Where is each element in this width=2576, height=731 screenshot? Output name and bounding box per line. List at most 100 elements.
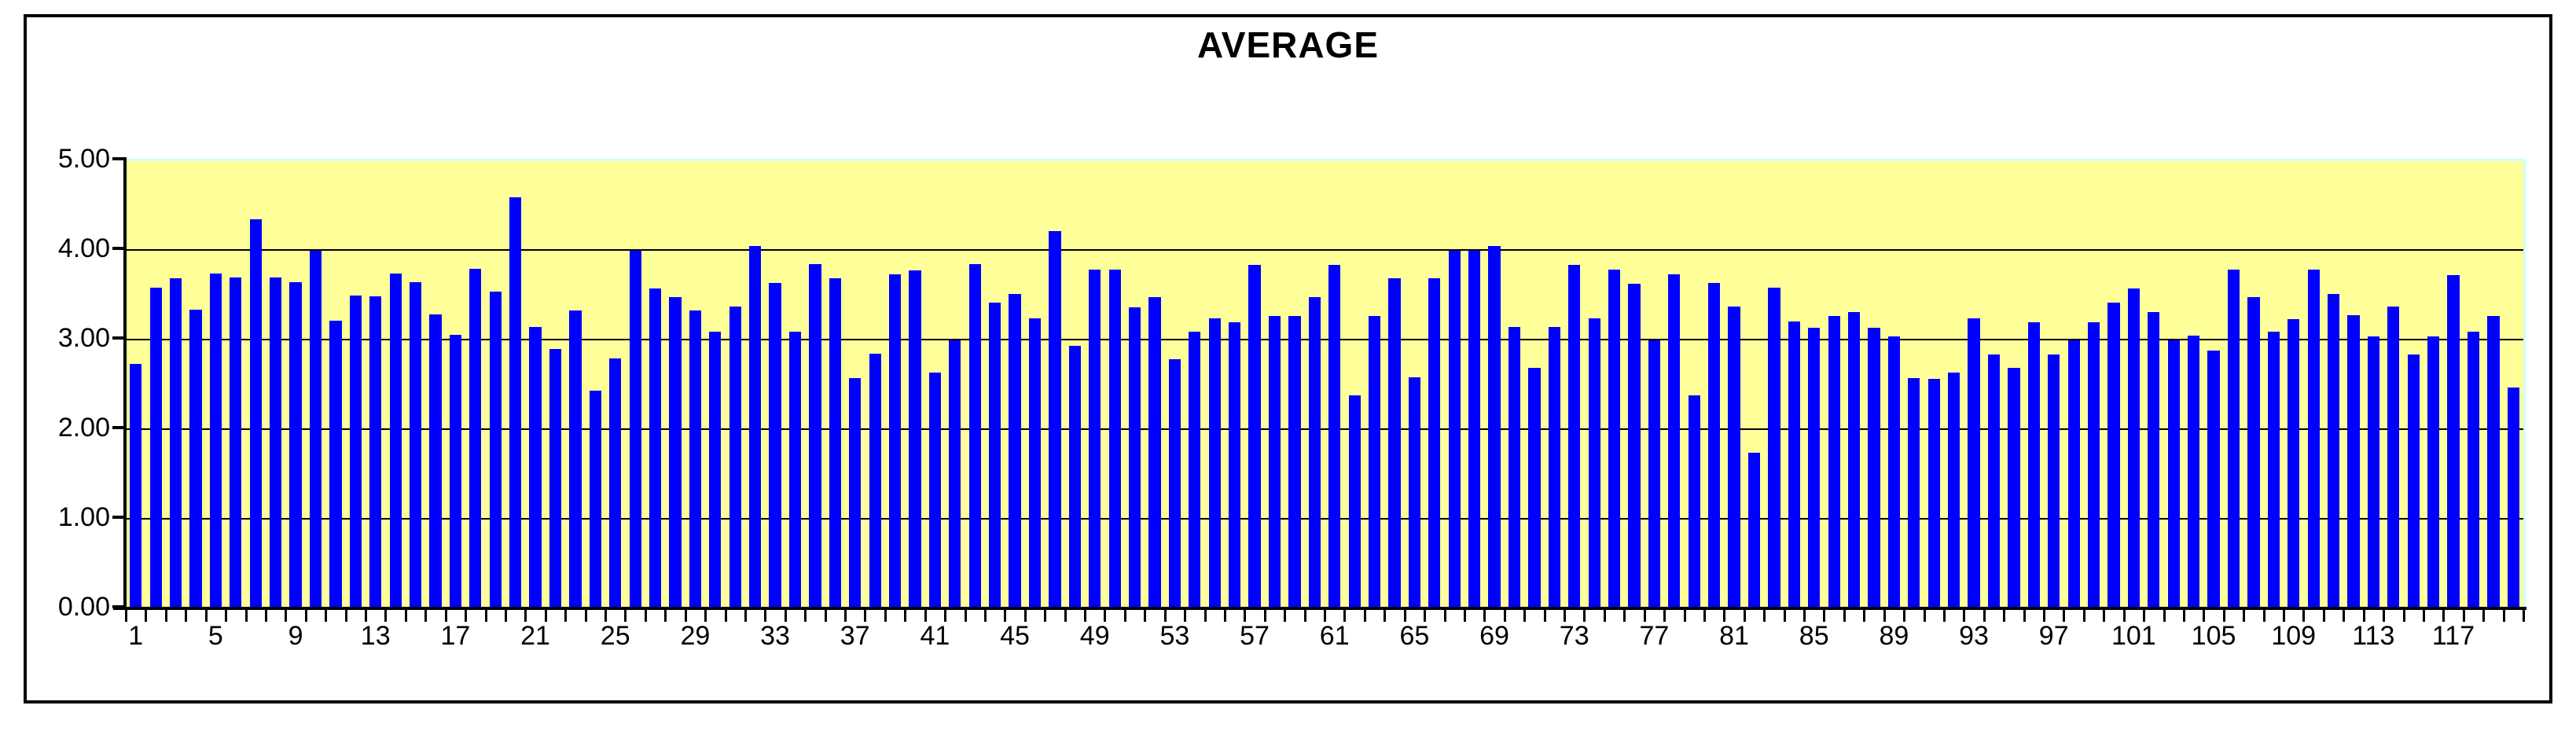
bar	[1268, 316, 1281, 609]
bar	[469, 268, 482, 609]
x-axis-tick	[784, 610, 787, 622]
bar	[1908, 377, 1920, 609]
x-axis-label: 89	[1879, 621, 1909, 651]
bar	[249, 219, 262, 609]
x-axis-tick	[1324, 610, 1326, 622]
x-axis	[113, 607, 2526, 610]
x-axis-tick	[1523, 610, 1527, 622]
bar	[449, 335, 461, 609]
x-axis-label: 17	[440, 621, 471, 651]
x-axis-tick	[1403, 610, 1406, 622]
x-axis-tick	[844, 610, 847, 622]
bar	[2127, 288, 2140, 609]
bar	[1428, 278, 1441, 609]
bar	[1148, 297, 1161, 609]
gridline	[126, 249, 2523, 251]
x-axis-tick	[604, 610, 607, 622]
x-axis-tick	[2482, 610, 2486, 622]
bar	[369, 296, 382, 609]
x-axis-tick	[1763, 610, 1766, 622]
x-axis-tick	[1963, 610, 1966, 622]
x-axis-tick	[2523, 610, 2525, 622]
bar	[909, 270, 921, 609]
x-axis-tick	[504, 610, 507, 622]
x-axis-label: 65	[1399, 621, 1430, 651]
bar	[1808, 328, 1821, 609]
x-axis-tick	[1163, 610, 1167, 622]
x-axis-tick	[1104, 610, 1107, 622]
bar	[2107, 303, 2120, 609]
bar	[1927, 379, 1940, 609]
x-axis-tick	[325, 610, 328, 622]
x-axis-tick	[465, 610, 468, 622]
bar	[1328, 265, 1341, 609]
x-axis-label: 45	[1000, 621, 1030, 651]
x-axis-tick	[2003, 610, 2006, 622]
x-axis-tick	[1743, 610, 1746, 622]
x-axis-label: 77	[1639, 621, 1670, 651]
bar	[429, 314, 442, 609]
x-axis-tick	[2462, 610, 2465, 622]
y-axis-tick	[112, 247, 124, 250]
x-axis-tick	[404, 610, 407, 622]
bar	[1508, 326, 1521, 609]
x-axis-tick	[2082, 610, 2085, 622]
y-axis-label: 3.00	[57, 323, 110, 353]
x-axis-label: 1	[128, 621, 144, 651]
x-axis-tick	[344, 610, 347, 622]
y-axis-label: 1.00	[57, 502, 110, 532]
bar	[309, 251, 322, 609]
bar	[409, 281, 422, 609]
bar	[1628, 284, 1641, 609]
x-axis-tick	[1583, 610, 1586, 622]
x-axis-tick	[1223, 610, 1226, 622]
bar	[1847, 311, 1861, 609]
x-axis-tick	[624, 610, 627, 622]
x-axis-tick	[1123, 610, 1126, 622]
x-axis-tick	[2322, 610, 2325, 622]
x-axis-tick	[125, 610, 127, 622]
bar	[749, 246, 762, 609]
bar	[2247, 297, 2260, 609]
bar	[1408, 377, 1420, 609]
x-axis-tick	[2063, 610, 2066, 622]
bar	[989, 303, 1001, 609]
x-axis-tick	[2163, 610, 2166, 622]
x-axis-label: 73	[1559, 621, 1589, 651]
x-axis-tick	[704, 610, 707, 622]
bar	[689, 310, 701, 609]
bar	[1648, 340, 1660, 609]
bar	[1028, 318, 1042, 609]
x-axis-tick	[544, 610, 547, 622]
bar	[230, 277, 242, 609]
bar	[1528, 368, 1541, 609]
x-axis-tick	[644, 610, 647, 622]
x-axis-label: 37	[840, 621, 870, 651]
y-axis-tick	[112, 516, 124, 519]
bar	[1728, 306, 1740, 609]
x-axis-label: 61	[1319, 621, 1350, 651]
bar	[869, 354, 881, 609]
gridline	[126, 428, 2523, 430]
x-axis-tick	[2023, 610, 2026, 622]
bar	[1348, 395, 1361, 609]
x-axis-tick	[225, 610, 228, 622]
bar	[788, 331, 802, 609]
bar	[2207, 350, 2220, 609]
x-axis-label: 113	[2352, 621, 2395, 651]
bar	[2327, 293, 2340, 609]
bar	[1568, 265, 1581, 609]
gridline	[126, 339, 2523, 340]
bar	[609, 358, 622, 609]
bar	[1768, 287, 1780, 609]
x-axis-tick	[424, 610, 428, 622]
bar	[669, 297, 682, 609]
bar	[1828, 316, 1840, 609]
x-axis-label: 101	[2111, 621, 2156, 651]
x-axis-tick	[264, 610, 267, 622]
bar	[2087, 322, 2100, 609]
bar	[2167, 340, 2180, 609]
x-axis-label: 29	[680, 621, 711, 651]
bar	[729, 306, 741, 609]
x-axis-tick	[1723, 610, 1726, 622]
